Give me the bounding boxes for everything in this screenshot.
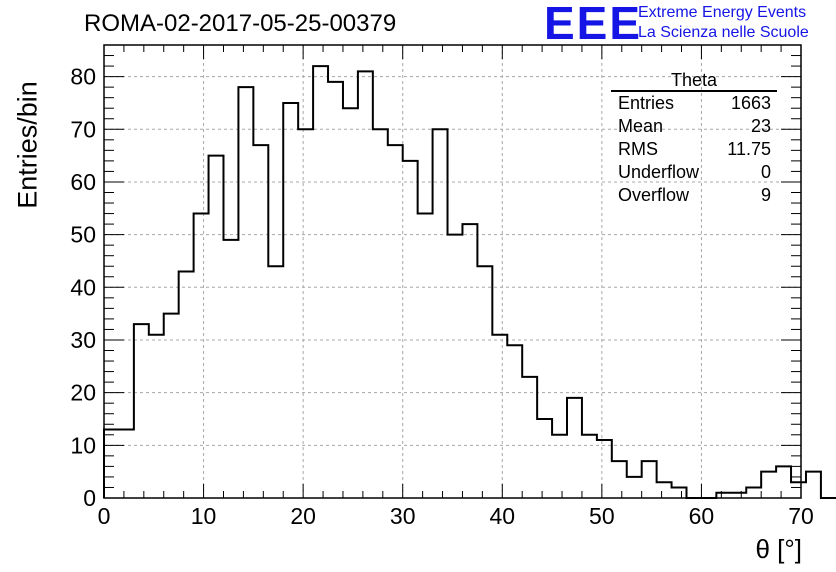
- histogram-bin: [448, 235, 463, 498]
- histogram-bin: [776, 466, 791, 498]
- y-axis-label: Entries/bin: [12, 81, 43, 209]
- histogram-bin: [657, 482, 672, 498]
- stats-value: 23: [750, 116, 771, 136]
- stats-value: 9: [760, 185, 771, 205]
- histogram-bin: [164, 314, 179, 498]
- x-tick-label: 20: [290, 503, 316, 529]
- histogram-bin: [522, 377, 537, 498]
- histogram-bin: [806, 472, 821, 498]
- stats-title: Theta: [611, 70, 777, 92]
- y-tick-label: 30: [70, 327, 96, 353]
- histogram-bin: [567, 398, 582, 498]
- axis-ticks: [103, 44, 802, 499]
- histogram-bin: [119, 430, 134, 498]
- histogram-bin: [582, 435, 597, 498]
- histogram-bin: [343, 108, 358, 498]
- histogram-bin: [313, 66, 328, 498]
- stats-row-entries: Entries 1663: [611, 92, 777, 115]
- x-tick-label: 0: [98, 503, 111, 529]
- histogram-bin: [298, 129, 313, 498]
- histogram-bin: [283, 103, 298, 498]
- y-tick-label: 0: [83, 485, 96, 511]
- histogram-bin: [194, 214, 209, 498]
- x-tick-label: 60: [689, 503, 715, 529]
- y-tick-label: 70: [70, 116, 96, 142]
- histogram-bin: [418, 214, 433, 498]
- stats-label: Underflow: [618, 162, 700, 182]
- y-tick-label: 40: [70, 274, 96, 300]
- histogram-bin: [209, 156, 224, 498]
- histogram-bin: [403, 161, 418, 498]
- y-axis-label-box: Entries/bin: [6, 81, 46, 209]
- y-tick-label: 20: [70, 380, 96, 406]
- histogram-bin: [268, 266, 283, 498]
- stats-label: Mean: [618, 116, 664, 136]
- histogram-bin: [179, 272, 194, 499]
- stats-value: 11.75: [727, 139, 771, 159]
- stats-row-overflow: Overflow 9: [611, 184, 777, 207]
- x-axis-label: θ [°]: [755, 534, 802, 564]
- histogram-bin: [642, 461, 657, 498]
- histogram-bin: [791, 482, 806, 498]
- logo-line-1: Extreme Energy Events: [638, 4, 807, 21]
- stats-row-rms: RMS 11.75: [611, 138, 777, 161]
- x-tick-label: 50: [589, 503, 615, 529]
- histogram-bin: [223, 240, 238, 498]
- eee-logo: EEE: [544, 0, 643, 49]
- x-tick-label: 40: [489, 503, 515, 529]
- histogram-bin: [552, 435, 567, 498]
- histogram-bin: [761, 472, 776, 498]
- stats-row-underflow: Underflow 0: [611, 161, 777, 184]
- histogram-outline: [103, 65, 836, 499]
- histogram-bin: [433, 129, 448, 498]
- histogram-bin: [597, 440, 612, 498]
- y-tick-label: 80: [70, 64, 96, 90]
- stats-value: 0: [760, 162, 771, 182]
- stats-box: Theta Entries 1663 Mean 23 RMS 11.75 Und…: [611, 70, 777, 207]
- x-tick-label: 70: [788, 503, 814, 529]
- histogram-bin: [612, 461, 627, 498]
- stats-label: Overflow: [618, 185, 690, 205]
- y-tick-label: 60: [70, 169, 96, 195]
- histogram-bin: [238, 87, 253, 498]
- y-tick-label: 50: [70, 222, 96, 248]
- stats-row-mean: Mean 23: [611, 115, 777, 138]
- stats-label: Entries: [618, 93, 675, 113]
- plot-frame: [103, 44, 802, 499]
- histogram-bin: [373, 129, 388, 498]
- x-tick-label: 30: [390, 503, 416, 529]
- histogram-bin: [537, 419, 552, 498]
- x-tick-label: 10: [191, 503, 217, 529]
- histogram-series: [103, 65, 836, 499]
- histogram-bin: [462, 224, 477, 498]
- histogram-bin: [746, 487, 761, 498]
- histogram-bin: [134, 324, 149, 498]
- logo-line-2: La Scienza nelle Scuole: [638, 24, 809, 41]
- histogram-bin: [358, 71, 373, 498]
- histogram-bin: [477, 266, 492, 498]
- y-tick-label: 10: [70, 432, 96, 458]
- stats-label: RMS: [618, 139, 658, 159]
- stats-value: 1663: [730, 93, 771, 113]
- histogram-bin: [149, 335, 164, 498]
- histogram-bin: [492, 335, 507, 498]
- chart-title: ROMA-02-2017-05-25-00379: [84, 10, 397, 37]
- logo-caption: Extreme Energy Events La Scienza nelle S…: [638, 3, 809, 43]
- axes: [103, 44, 802, 499]
- histogram-bin: [328, 82, 343, 498]
- tick-labels: 0 10 20 30 40 50 60 70 0 10 20 30 40 50 60 70 80: [70, 64, 813, 529]
- histogram-bin: [672, 487, 687, 498]
- histogram-bin: [627, 477, 642, 498]
- histogram-bin: [507, 345, 522, 498]
